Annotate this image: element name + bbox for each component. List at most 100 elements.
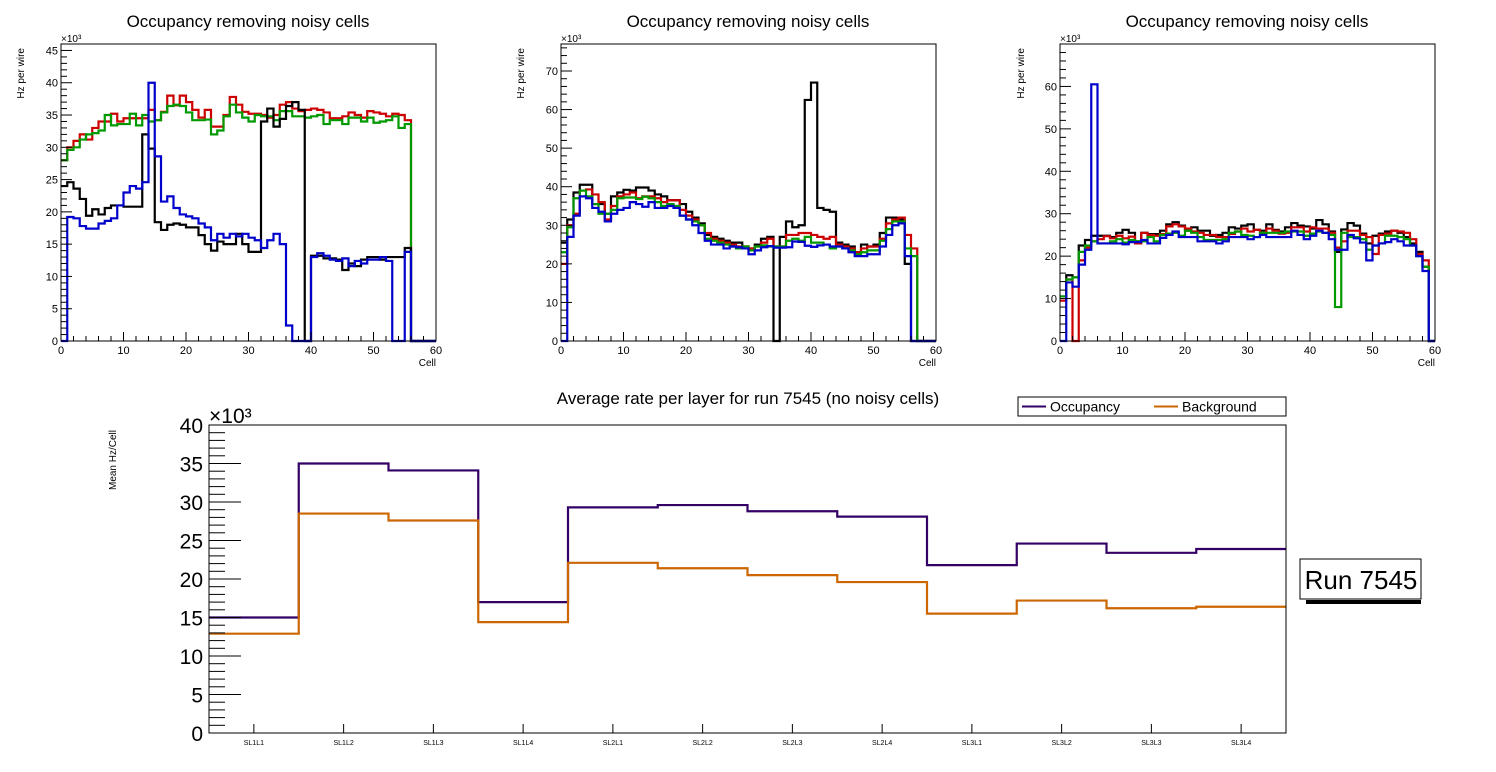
x-tick-label: SL3L3 — [1141, 740, 1161, 747]
histogram-panel-3: Occupancy removing noisy cells 0 10 20 30 40 5… — [1016, 12, 1441, 369]
x-axis-label: Cell — [419, 358, 436, 369]
histogram-panel-2: Occupancy removing noisy cells 0 10 20 30 40 5… — [516, 12, 942, 369]
series-background — [209, 512, 1286, 635]
chart-title: Occupancy removing noisy cells — [1126, 12, 1369, 31]
x-tick-label: 20 — [680, 345, 692, 357]
run-annotation: Run 7545 — [1299, 558, 1422, 604]
x-tick-label: SL1L3 — [423, 740, 443, 747]
y-tick-label: 30 — [180, 492, 203, 515]
x-tick-label: 60 — [1429, 345, 1441, 357]
annotation-shadow — [1306, 600, 1421, 604]
x-tick-label: SL3L1 — [962, 740, 982, 747]
x-tick-label: SL2L2 — [693, 740, 713, 747]
x-tick-label: 40 — [805, 345, 817, 357]
series-green — [61, 103, 436, 343]
y-tick-label: 30 — [1045, 209, 1057, 221]
y-tick-label: 0 — [1051, 336, 1057, 348]
y-tick-label: 10 — [1045, 294, 1057, 306]
x-tick-label: 10 — [617, 345, 629, 357]
y-tick-label: 60 — [546, 105, 558, 117]
x-tick-label: 30 — [742, 345, 754, 357]
y-tick-label: 10 — [546, 297, 558, 309]
y-tick-label: 10 — [180, 646, 203, 669]
y-tick-label: 20 — [46, 207, 58, 219]
y-tick-label: 10 — [46, 271, 58, 283]
y-tick-label: 25 — [46, 175, 58, 187]
y-exponent-label: ×10³ — [61, 34, 82, 45]
y-tick-label: 60 — [1045, 81, 1057, 93]
x-tick-label: 50 — [367, 345, 379, 357]
x-tick-label: 0 — [58, 345, 64, 357]
series-black — [61, 101, 436, 343]
x-tick-label: SL1L4 — [513, 740, 533, 747]
y-exponent-label: ×10³ — [561, 34, 582, 45]
y-tick-label: 50 — [546, 143, 558, 155]
y-tick-label: 40 — [46, 78, 58, 90]
legend-box — [1017, 396, 1287, 417]
chart-title: Occupancy removing noisy cells — [627, 12, 870, 31]
y-axis-label: Hz per wire — [16, 48, 27, 99]
y-tick-label: 0 — [52, 336, 58, 348]
x-tick-label: 60 — [430, 345, 442, 357]
y-tick-label: 15 — [46, 239, 58, 251]
plot-frame — [1059, 43, 1436, 342]
legend: Occupancy Background — [1017, 396, 1287, 417]
series-blue — [1060, 83, 1435, 343]
y-tick-label: 5 — [52, 304, 58, 316]
x-tick-label: 30 — [242, 345, 254, 357]
y-exponent-label: ×10³ — [1060, 34, 1081, 45]
x-tick-label: 60 — [930, 345, 942, 357]
y-tick-label: 20 — [180, 569, 203, 592]
x-tick-label: 40 — [305, 345, 317, 357]
series-blue — [61, 81, 436, 343]
y-tick-label: 30 — [546, 220, 558, 232]
x-tick-label: 20 — [1179, 345, 1191, 357]
histogram-panel-1: Occupancy removing noisy cells 0 10 20 30 40 5… — [16, 12, 442, 369]
plot-frame — [208, 424, 1287, 734]
x-tick-label: SL3L4 — [1231, 740, 1251, 747]
y-tick-label: 0 — [552, 336, 558, 348]
y-exponent-label: ×10³ — [209, 405, 252, 428]
y-tick-label: 25 — [180, 531, 203, 554]
series-blue — [561, 195, 936, 343]
y-axis-label: Hz per wire — [516, 48, 527, 99]
y-tick-label: 40 — [1045, 166, 1057, 178]
x-tick-label: 50 — [1366, 345, 1378, 357]
y-tick-label: 20 — [546, 259, 558, 271]
y-axis-label: Hz per wire — [1016, 48, 1027, 99]
series-red — [61, 94, 436, 343]
y-tick-label: 30 — [46, 142, 58, 154]
x-tick-label: SL1L1 — [244, 740, 264, 747]
y-tick-label: 40 — [180, 415, 203, 438]
x-axis-label: Cell — [919, 358, 936, 369]
y-tick-label: 40 — [546, 182, 558, 194]
series-occupancy — [209, 462, 1286, 619]
annotation-box — [1299, 558, 1422, 600]
y-tick-label: 50 — [1045, 124, 1057, 136]
y-axis-label: Mean Hz/Cell — [108, 430, 119, 490]
x-tick-label: 40 — [1304, 345, 1316, 357]
y-tick-label: 15 — [180, 608, 203, 631]
y-tick-label: 5 — [191, 685, 203, 708]
layer-rate-panel: Average rate per layer for run 7545 (no … — [108, 389, 1422, 747]
y-tick-label: 20 — [1045, 251, 1057, 263]
x-tick-label: SL3L2 — [1052, 740, 1072, 747]
x-tick-label: SL2L4 — [872, 740, 892, 747]
x-axis-label: Cell — [1418, 358, 1435, 369]
x-tick-label: SL1L2 — [334, 740, 354, 747]
y-tick-label: 35 — [46, 110, 58, 122]
x-tick-label: 20 — [180, 345, 192, 357]
legend-label-occupancy: Occupancy — [1050, 399, 1120, 415]
x-tick-label: 50 — [867, 345, 879, 357]
x-tick-label: 30 — [1241, 345, 1253, 357]
x-tick-label: 0 — [1057, 345, 1063, 357]
annotation-text: Run 7545 — [1305, 565, 1418, 595]
chart-title: Occupancy removing noisy cells — [127, 12, 370, 31]
y-tick-label: 0 — [191, 723, 203, 746]
x-tick-label: 10 — [117, 345, 129, 357]
y-tick-label: 70 — [546, 66, 558, 78]
x-tick-label: 0 — [558, 345, 564, 357]
plot-frame — [60, 43, 437, 342]
legend-label-background: Background — [1182, 399, 1257, 415]
